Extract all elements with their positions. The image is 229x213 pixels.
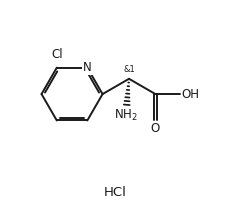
Text: HCl: HCl [103,186,126,199]
Text: Cl: Cl [51,48,62,61]
Text: &1: &1 [123,65,134,74]
Text: N: N [83,61,91,74]
Text: O: O [150,122,159,135]
Text: NH$_2$: NH$_2$ [113,108,137,123]
Text: OH: OH [181,88,199,101]
